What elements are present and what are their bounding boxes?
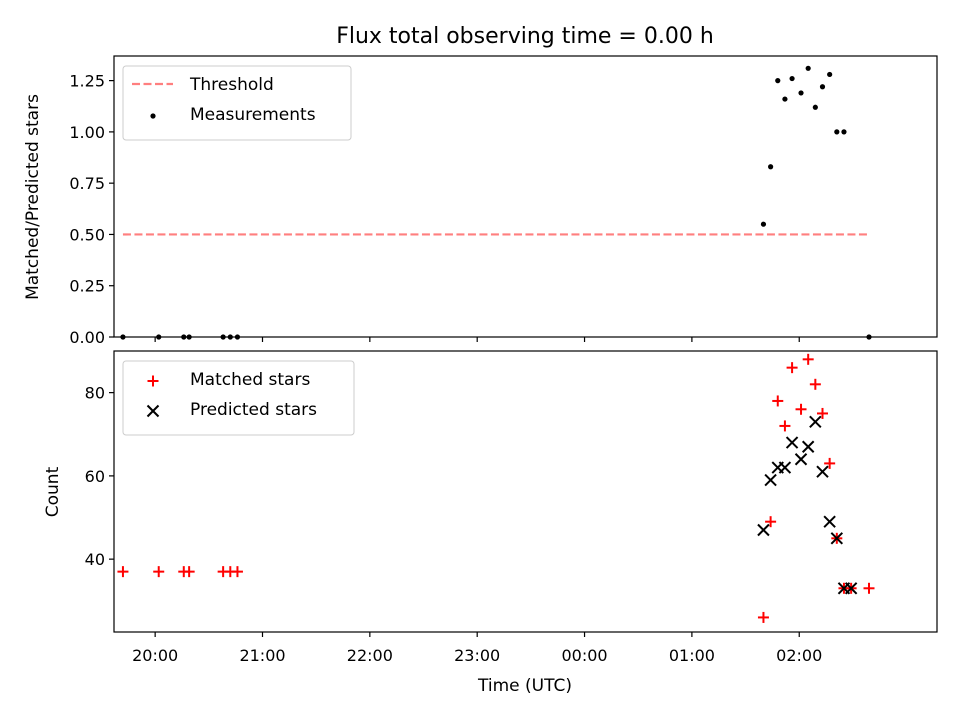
matched-stars-point <box>809 378 821 390</box>
matched-stars-point <box>802 353 814 365</box>
predicted-stars-point <box>794 453 808 466</box>
matched-stars-point <box>772 395 784 407</box>
bottom-y-axis-label: Count <box>43 466 63 517</box>
predicted-stars-point-stroke <box>844 582 858 595</box>
bottom-legend-box <box>122 360 355 436</box>
top-y-tick-label: 1.25 <box>69 72 105 91</box>
top-y-tick-label: 1.00 <box>69 123 105 142</box>
bottom-series-1 <box>757 415 858 595</box>
top-axes-frame <box>113 55 938 338</box>
top-y-tick-label: 0.00 <box>69 328 105 347</box>
predicted-stars-point-stroke <box>757 523 770 537</box>
measurement-point <box>812 104 818 110</box>
matched-stars-point <box>183 566 195 578</box>
measurement-point <box>834 129 840 135</box>
predicted-stars-point <box>844 582 858 595</box>
x-tick-label: 00:00 <box>561 646 607 665</box>
predicted-stars-point <box>785 436 799 449</box>
x-tick-label: 23:00 <box>454 646 500 665</box>
legend-label: Threshold <box>189 75 274 95</box>
x-axis-label: Time (UTC) <box>477 676 572 696</box>
top-y-tick-label: 0.50 <box>69 225 105 244</box>
bottom-legend: Matched stars Predicted stars <box>122 360 355 436</box>
matched-stars-point <box>117 566 129 578</box>
measurement-point <box>841 129 847 135</box>
predicted-stars-point <box>801 440 815 453</box>
measurement-point <box>760 221 767 227</box>
predicted-stars-point <box>757 523 770 537</box>
matched-stars-point <box>786 362 798 374</box>
bottom-y-tick-label: 60 <box>85 467 105 486</box>
measurement-point <box>775 78 781 84</box>
matched-stars-point <box>757 611 769 623</box>
legend-label: Predicted stars <box>190 400 317 420</box>
bottom-series-0 <box>117 353 875 623</box>
predicted-stars-point <box>830 532 844 545</box>
predicted-stars-point-stroke <box>785 436 799 449</box>
measurement-point <box>805 65 811 71</box>
predicted-stars-point-stroke <box>823 515 836 528</box>
measurement-point <box>768 164 774 170</box>
matched-stars-point <box>231 566 243 578</box>
x-tick-label: 22:00 <box>347 646 393 665</box>
x-tick-label: 20:00 <box>132 646 178 665</box>
top-legend: Threshold Measurements <box>122 65 352 141</box>
legend-matched-stars-swatch <box>147 375 159 387</box>
x-tick-label: 02:00 <box>776 646 822 665</box>
top-legend-box <box>122 65 352 141</box>
bottom-axes-frame <box>113 350 938 633</box>
x-tick-label: 21:00 <box>239 646 285 665</box>
measurement-point <box>819 84 826 90</box>
predicted-stars-point-stroke <box>778 461 792 474</box>
legend-label: Matched stars <box>190 370 310 390</box>
matched-stars-point <box>795 403 807 415</box>
matched-stars-point <box>816 407 828 419</box>
matched-stars-point <box>824 457 836 469</box>
predicted-stars-point-stroke <box>794 453 808 466</box>
predicted-stars-point <box>778 461 792 474</box>
measurement-point <box>827 71 833 78</box>
bottom-y-tick-label: 40 <box>85 550 105 569</box>
predicted-stars-point <box>816 465 829 478</box>
chart-title: Flux total observing time = 0.00 h <box>336 24 714 49</box>
matched-stars-point <box>779 420 791 432</box>
predicted-stars-point <box>809 415 822 428</box>
predicted-stars-point-stroke <box>764 473 777 487</box>
bottom-panel: 40 60 80 20:00 21:00 22:00 23:00 00:00 01:00 02:0… <box>85 350 938 665</box>
predicted-stars-point-stroke <box>801 440 815 453</box>
measurement-point <box>798 90 804 96</box>
predicted-stars-point <box>764 473 777 487</box>
bottom-y-tick-label: 80 <box>85 384 105 403</box>
legend-measurements-swatch <box>150 113 156 119</box>
measurement-point <box>782 96 788 102</box>
x-tick-label: 01:00 <box>669 646 715 665</box>
legend-label: Measurements <box>190 105 316 125</box>
matched-stars-point <box>153 566 165 578</box>
predicted-stars-point-stroke <box>809 415 822 428</box>
top-y-tick-label: 0.25 <box>69 277 105 296</box>
predicted-stars-point <box>823 515 836 528</box>
legend-predicted-stars-swatch <box>146 404 160 418</box>
predicted-stars-point-stroke <box>830 532 844 545</box>
top-y-axis-label: Matched/Predicted stars <box>23 94 43 300</box>
plot-layer: 0.00 0.25 0.50 0.75 1.00 1.25 Threshold Measure… <box>69 55 938 665</box>
top-y-tick-label: 0.75 <box>69 174 105 193</box>
legend-predicted-stars-swatch-stroke <box>146 404 160 418</box>
matched-stars-point <box>765 516 777 528</box>
top-panel: 0.00 0.25 0.50 0.75 1.00 1.25 Threshold Measure… <box>69 55 938 347</box>
matched-stars-point <box>863 582 875 594</box>
measurement-point <box>789 75 795 82</box>
predicted-stars-point-stroke <box>816 465 829 478</box>
